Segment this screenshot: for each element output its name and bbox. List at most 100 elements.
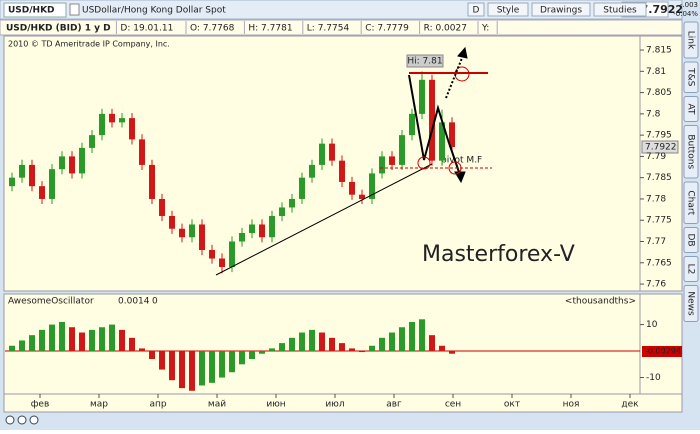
toolbar-button[interactable] xyxy=(531,2,591,17)
osc-bar xyxy=(259,351,265,354)
month-label: июл xyxy=(325,400,344,410)
toolbar-button-label[interactable]: Drawings xyxy=(540,6,582,16)
osc-bar xyxy=(309,329,315,352)
candle-body xyxy=(269,215,275,238)
sidebar-tab-label[interactable]: News xyxy=(686,291,696,316)
time-axis xyxy=(3,393,683,413)
candle-body xyxy=(289,198,295,208)
month-label: май xyxy=(208,400,226,410)
candle-body xyxy=(109,113,115,123)
last-tag xyxy=(641,140,679,154)
candle-body xyxy=(299,177,305,199)
sidebar-tab-label[interactable]: Link xyxy=(686,31,696,50)
candle-body xyxy=(229,241,235,268)
watermark: 2010 © TD Ameritrade IP Company, Inc. xyxy=(8,40,170,49)
osc-bar xyxy=(49,324,55,352)
osc-bar xyxy=(299,332,305,352)
candle-body xyxy=(329,143,335,161)
sidebar-tab[interactable] xyxy=(683,61,699,93)
osc-bar xyxy=(269,348,275,352)
osc-bar xyxy=(159,351,165,370)
osc-tick-label: -10 xyxy=(646,373,661,383)
sidebar-tab-label[interactable]: Chart xyxy=(686,190,696,215)
y-tick-label: 7.795 xyxy=(646,131,672,141)
sidebar-tab-label[interactable]: DB xyxy=(686,233,696,246)
osc-bar xyxy=(179,351,185,389)
osc-bar xyxy=(119,329,125,352)
toolbar-button-label[interactable]: D xyxy=(473,6,480,16)
candle-body xyxy=(149,164,155,199)
candle-body xyxy=(39,186,45,199)
candle-body xyxy=(349,181,355,195)
arrow-up-head xyxy=(457,46,468,59)
osc-bar xyxy=(219,351,225,378)
osc-bar xyxy=(329,337,335,352)
osc-axis xyxy=(639,293,683,395)
y-tick-label: 7.765 xyxy=(646,258,672,268)
last-price: 7.7922 xyxy=(645,143,677,153)
candle-body xyxy=(29,164,35,187)
osc-param: 0 xyxy=(152,297,158,307)
info-field: Y: xyxy=(481,24,489,34)
toolbar-button[interactable] xyxy=(487,2,529,17)
osc-last-tag xyxy=(642,346,682,357)
symbol-box[interactable] xyxy=(3,2,67,18)
sidebar-tab[interactable] xyxy=(683,21,699,59)
candle-body xyxy=(449,122,455,148)
month-label: ноя xyxy=(563,400,580,410)
sidebar-tab[interactable] xyxy=(683,181,699,224)
sidebar-tab[interactable] xyxy=(683,96,699,122)
osc-bar xyxy=(289,337,295,352)
osc-bar xyxy=(319,332,325,352)
toolbar-button-label[interactable]: Style xyxy=(497,6,520,16)
osc-bar xyxy=(239,351,245,365)
month-label: июн xyxy=(266,400,285,410)
sidebar-tab[interactable] xyxy=(683,256,699,282)
osc-bar xyxy=(429,335,435,352)
doc-icon xyxy=(69,3,80,16)
candle-body xyxy=(69,156,75,174)
sidebar-tab[interactable] xyxy=(683,285,699,322)
zoom-icons[interactable] xyxy=(5,415,39,425)
toolbar-button-label[interactable]: Studies xyxy=(603,6,637,16)
info-field: L: 7.7754 xyxy=(307,24,350,34)
symbol[interactable]: USD/HKD xyxy=(8,6,55,16)
candle-body xyxy=(159,198,165,216)
candle-body xyxy=(49,169,55,199)
osc-bar xyxy=(399,327,405,352)
candle-body xyxy=(9,177,15,187)
sidebar-tab-label[interactable]: T&S xyxy=(686,67,696,87)
osc-bar xyxy=(189,351,195,391)
osc-bar xyxy=(449,351,455,354)
osc-header xyxy=(6,296,632,307)
sidebar-tab-label[interactable]: L2 xyxy=(686,264,696,275)
candle-body xyxy=(359,194,365,199)
candle-body xyxy=(169,215,175,229)
osc-bar xyxy=(419,319,425,352)
candle-body xyxy=(89,135,95,148)
month-label: авг xyxy=(386,400,402,410)
y-tick-label: 7.805 xyxy=(646,88,672,98)
sidebar-tab-label[interactable]: AT xyxy=(686,104,696,115)
sidebar-tab-label[interactable]: Buttons xyxy=(686,134,696,169)
info-field: USD/HKD (BID) 1 y D xyxy=(6,24,111,34)
candle-body xyxy=(189,224,195,238)
arrow-down xyxy=(447,139,461,176)
candle-body xyxy=(199,224,205,251)
y-tick-label: 7.8 xyxy=(646,109,661,119)
info-field: O: 7.7768 xyxy=(190,24,235,34)
brand: Masterforex-V xyxy=(422,242,575,267)
candle-body xyxy=(139,139,145,165)
y-tick-label: 7.79 xyxy=(646,152,666,162)
candle-body xyxy=(409,113,415,136)
osc-bar xyxy=(439,345,445,352)
candle-body xyxy=(339,160,345,182)
osc-bar xyxy=(39,329,45,352)
toolbar-button[interactable] xyxy=(467,2,485,17)
sidebar-tab[interactable] xyxy=(683,125,699,179)
toolbar-button[interactable] xyxy=(593,2,647,17)
description: USDollar/Hong Kong Dollar Spot xyxy=(82,6,226,16)
candle-body xyxy=(309,164,315,178)
sidebar-tab[interactable] xyxy=(683,227,699,253)
